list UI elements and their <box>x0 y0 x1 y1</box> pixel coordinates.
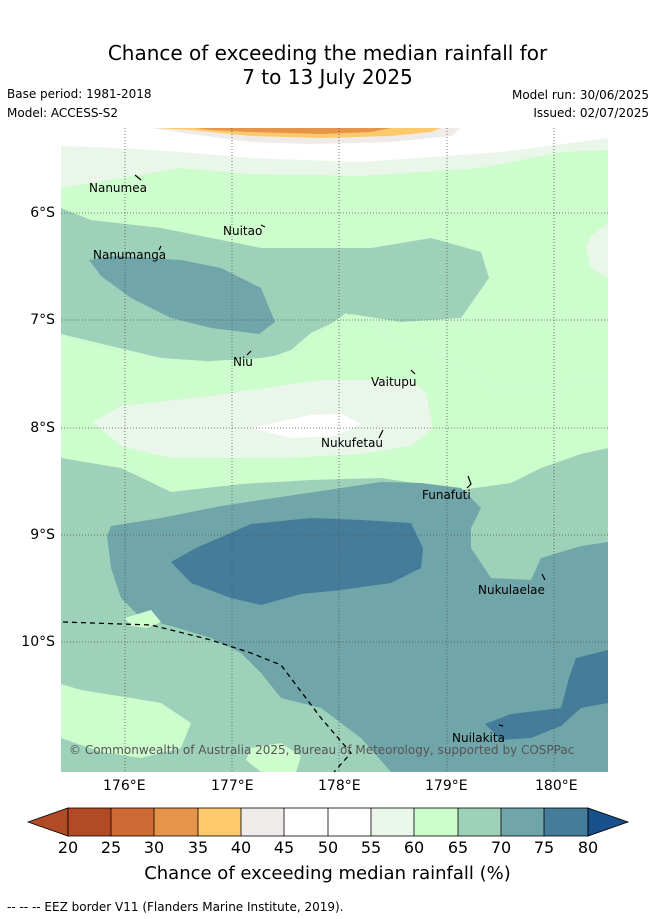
x-tick-label: 177°E <box>211 778 254 794</box>
model-name: Model: ACCESS-S2 <box>7 106 119 120</box>
place-label: Funafuti <box>422 488 471 502</box>
contour-60-65-patch <box>125 610 161 628</box>
contour-30-35-top <box>196 128 391 134</box>
y-tick-label: 9°S <box>30 527 55 543</box>
map-title-line-1: Chance of exceeding the median rainfall … <box>107 41 548 65</box>
place-label: Nuilakita <box>452 731 505 745</box>
colorbar-label: 20 <box>57 838 79 857</box>
colorbar-segment <box>111 808 154 836</box>
colorbar-label: 65 <box>447 838 469 857</box>
colorbar-segment <box>68 808 111 836</box>
issued-date: Issued: 02/07/2025 <box>533 106 649 120</box>
colorbar-label: 25 <box>100 838 122 857</box>
colorbar-label: 45 <box>273 838 295 857</box>
colorbar-segment <box>154 808 198 836</box>
colorbar-outline <box>67 807 589 837</box>
map-title-line-2: 7 to 13 July 2025 <box>242 65 413 89</box>
colorbar-segment <box>284 808 328 836</box>
y-tick-label: 6°S <box>30 205 55 221</box>
base-period: Base period: 1981-2018 <box>7 87 152 101</box>
contour-65-70-north <box>61 208 489 364</box>
colorbar-min-arrow <box>26 807 69 837</box>
place-label: Nanumanga <box>93 248 166 262</box>
contour-70-75-north <box>89 256 275 334</box>
colorbar-segment <box>544 808 588 836</box>
colorbar-segment <box>241 808 284 836</box>
colorbar-segment <box>198 808 241 836</box>
rainfall-map: Nanumea Nuitao Nanumanga Niu Vaitupu Nuk… <box>61 128 608 772</box>
colorbar-label: 40 <box>230 838 252 857</box>
contour-75-80-southeast <box>485 650 608 740</box>
colorbar-label: 80 <box>577 838 599 857</box>
colorbar <box>26 807 630 837</box>
graticule <box>61 128 608 772</box>
place-label: Nukufetau <box>321 436 383 450</box>
colorbar-segment <box>414 808 458 836</box>
rainfall-map-svg: Nanumea Nuitao Nanumanga Niu Vaitupu Nuk… <box>61 128 608 772</box>
contour-60-65-southwest <box>61 684 191 758</box>
model-run: Model run: 30/06/2025 <box>511 88 649 102</box>
y-tick-label: 8°S <box>30 420 55 436</box>
y-tick-label: 10°S <box>21 634 55 650</box>
eez-legend: -- -- -- EEZ border V11 (Flanders Marine… <box>7 900 344 914</box>
contour-60-65-south <box>246 743 301 772</box>
contour-45-55-central-top <box>251 414 361 438</box>
copyright-notice: © Commonwealth of Australia 2025, Bureau… <box>69 743 574 757</box>
y-tick-label: 7°S <box>30 312 55 328</box>
contour-75-80-central <box>171 518 423 605</box>
colorbar-label: 50 <box>317 838 339 857</box>
colorbar-label: 70 <box>490 838 512 857</box>
colorbar-segment <box>501 808 544 836</box>
x-tick-label: 179°E <box>425 778 468 794</box>
place-label: Nanumea <box>89 181 147 195</box>
x-tick-label: 176°E <box>103 778 146 794</box>
island-marks <box>134 174 546 727</box>
place-label: Nuitao <box>223 224 262 238</box>
colorbar-segment <box>371 808 414 836</box>
colorbar-label: 35 <box>187 838 209 857</box>
colorbar-label: 75 <box>533 838 555 857</box>
contour-55-60-central-top <box>93 380 433 458</box>
place-label: Nukulaelae <box>478 583 545 597</box>
eez-border <box>62 621 352 772</box>
colorbar-segment <box>458 808 501 836</box>
colorbar-segment <box>328 808 371 836</box>
colorbar-max-arrow <box>587 807 630 837</box>
place-label: Niu <box>233 355 253 369</box>
colorbar-label: 55 <box>360 838 382 857</box>
colorbar-label: 60 <box>403 838 425 857</box>
x-tick-label: 178°E <box>318 778 361 794</box>
colorbar-label: 30 <box>143 838 165 857</box>
contour-55-60-east <box>586 223 608 278</box>
place-label: Vaitupu <box>371 375 417 389</box>
x-tick-label: 180°E <box>535 778 578 794</box>
colorbar-dividers <box>110 808 545 836</box>
colorbar-title: Chance of exceeding median rainfall (%) <box>144 863 511 884</box>
